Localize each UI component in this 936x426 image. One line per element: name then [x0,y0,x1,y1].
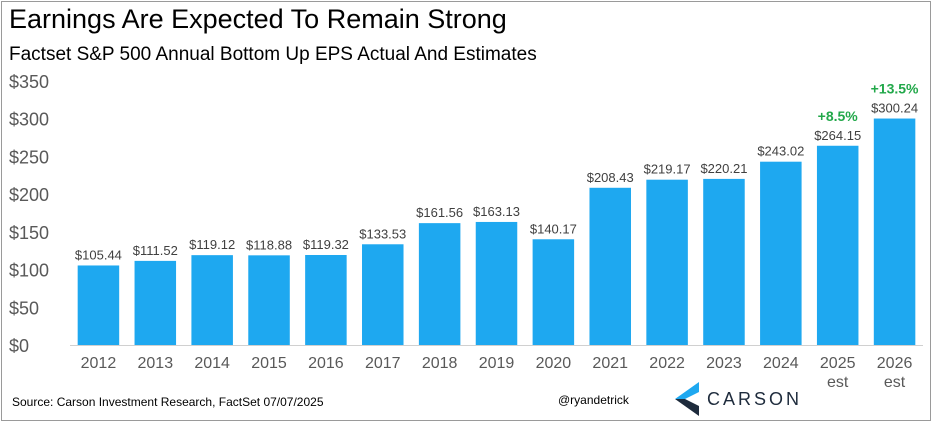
data-label: $105.44 [75,247,122,262]
x-tick-label: 2021 [592,355,628,372]
x-tick-label: 2023 [706,355,742,372]
data-label: $140.17 [530,221,577,236]
eps-bar [873,118,916,345]
data-label: $119.12 [189,237,235,252]
data-label: $264.15 [814,128,861,143]
data-label: $220.21 [700,161,747,176]
x-tick-label: 2026 [877,355,913,372]
data-label: $133.53 [359,226,406,241]
x-tick-label: 2022 [649,355,685,372]
x-tick-label: est [884,374,906,391]
data-label: $243.02 [757,144,804,159]
growth-annotation: +13.5% [871,81,919,97]
carson-logo: CARSON [675,382,802,416]
eps-bar [816,145,859,345]
data-label: $208.43 [587,170,634,185]
x-tick-label: 2014 [194,355,230,372]
y-tick-label: $200 [9,185,49,205]
eps-bar [248,255,290,345]
x-tick-label: 2012 [81,355,117,372]
eps-bar [703,178,745,345]
eps-bar [646,179,688,345]
chart-subtitle: Factset S&P 500 Annual Bottom Up EPS Act… [9,44,537,65]
eps-bar [418,223,461,345]
x-tick-label: 2019 [479,355,515,372]
chart-title: Earnings Are Expected To Remain Strong [9,4,507,34]
data-label: $300.24 [871,101,918,116]
y-tick-label: $50 [9,298,39,318]
eps-bar [362,244,404,345]
eps-bar [191,255,233,345]
y-tick-label: $350 [9,72,49,92]
eps-bar [134,260,177,345]
eps-bar [305,254,347,345]
eps-bar [589,187,631,345]
author-handle: @ryandetrick [558,393,629,407]
x-tick-label: 2018 [422,355,458,372]
x-tick-label: 2013 [138,355,174,372]
chart-frame [1,1,931,421]
carson-logo-text: CARSON [707,388,803,409]
data-label: $163.13 [473,204,520,219]
y-tick-label: $100 [9,261,49,281]
y-tick-label: $250 [9,147,49,167]
eps-bar [760,161,802,345]
carson-logo-mark-icon [675,382,699,416]
data-label: $111.52 [133,243,178,258]
x-tick-label: 2025 [820,355,856,372]
x-tick-label: 2020 [536,355,572,372]
x-tick-label: 2017 [365,355,401,372]
data-label: $119.32 [303,237,349,252]
data-label: $219.17 [644,162,691,177]
data-label: $161.56 [416,205,463,220]
data-label: $118.88 [246,237,292,252]
y-tick-label: $150 [9,223,49,243]
x-tick-label: 2016 [308,355,344,372]
y-tick-label: $300 [9,110,49,130]
eps-bar [77,265,120,345]
x-tick-label: est [827,374,849,391]
eps-bar [532,239,575,345]
source-note: Source: Carson Investment Research, Fact… [12,395,324,409]
growth-annotation: +8.5% [818,108,859,124]
x-tick-label: 2024 [763,355,799,372]
x-tick-label: 2015 [251,355,287,372]
eps-bar [475,221,518,345]
y-tick-label: $0 [9,336,29,356]
